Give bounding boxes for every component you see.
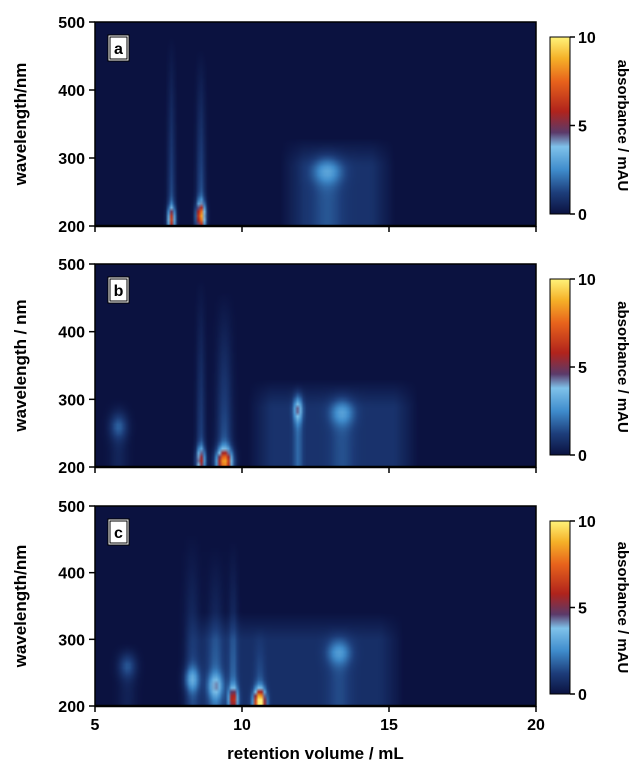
x-tick-label: 5: [91, 717, 100, 734]
y-tick-label: 400: [58, 83, 85, 100]
y-tick-label: 300: [58, 392, 85, 409]
colorbar-gradient: [549, 520, 571, 695]
heatmap-image: [95, 264, 536, 467]
svg-text:b: b: [114, 283, 124, 300]
colorbar-tick-label: 5: [578, 601, 587, 618]
panel-label: b: [107, 276, 130, 304]
colorbar-tick-label: 10: [578, 30, 596, 47]
colorbar-label: absorbance / mAU: [614, 60, 631, 192]
heatmap-image: [95, 22, 536, 226]
y-tick-label: 200: [58, 460, 85, 477]
colorbar-label: absorbance / mAU: [614, 542, 631, 674]
y-axis-title: wavelength / nm: [11, 299, 30, 432]
panel-b: 200 300 400 500 wavelength / nm b 0 5 10 absorban…: [11, 257, 631, 477]
panel-a: 200 300 400 500 wavelength/nm a 0 5 10 absorbance…: [11, 15, 631, 236]
colorbar: 0 5 10 absorbance / mAU: [549, 272, 631, 465]
x-tick-label: 10: [233, 717, 251, 734]
heatmap-image: [95, 506, 536, 706]
colorbar-tick-label: 0: [578, 448, 587, 465]
colorbar-tick-label: 10: [578, 272, 596, 289]
svg-text:a: a: [114, 41, 123, 58]
y-tick-label: 300: [58, 632, 85, 649]
y-tick-label: 200: [58, 699, 85, 716]
colorbar-gradient: [549, 36, 571, 215]
colorbar: 0 5 10 absorbance / mAU: [549, 30, 631, 224]
y-tick-label: 300: [58, 151, 85, 168]
y-tick-label: 500: [58, 257, 85, 274]
svg-text:c: c: [114, 525, 123, 542]
x-axis-title: retention volume / mL: [227, 744, 404, 763]
x-tick-label: 20: [527, 717, 545, 734]
x-tick-label: 15: [380, 717, 398, 734]
panel-label: c: [107, 518, 130, 546]
colorbar-tick-label: 10: [578, 514, 596, 531]
colorbar-label: absorbance / mAU: [614, 301, 631, 433]
y-axis-title: wavelength/nm: [11, 63, 30, 187]
panel-c: 200 300 400 500 5 10 15 20 wavelength/nm retentio…: [11, 499, 631, 763]
colorbar-tick-label: 5: [578, 119, 587, 136]
y-tick-label: 400: [58, 566, 85, 583]
y-tick-label: 500: [58, 499, 85, 516]
colorbar-tick-label: 0: [578, 687, 587, 704]
panel-label: a: [107, 34, 130, 62]
y-tick-label: 200: [58, 219, 85, 236]
colorbar-tick-label: 0: [578, 207, 587, 224]
colorbar-gradient: [549, 278, 571, 456]
y-tick-label: 500: [58, 15, 85, 32]
colorbar-tick-label: 5: [578, 360, 587, 377]
y-tick-label: 400: [58, 325, 85, 342]
y-axis-title: wavelength/nm: [11, 545, 30, 669]
colorbar: 0 5 10 absorbance / mAU: [549, 514, 631, 704]
